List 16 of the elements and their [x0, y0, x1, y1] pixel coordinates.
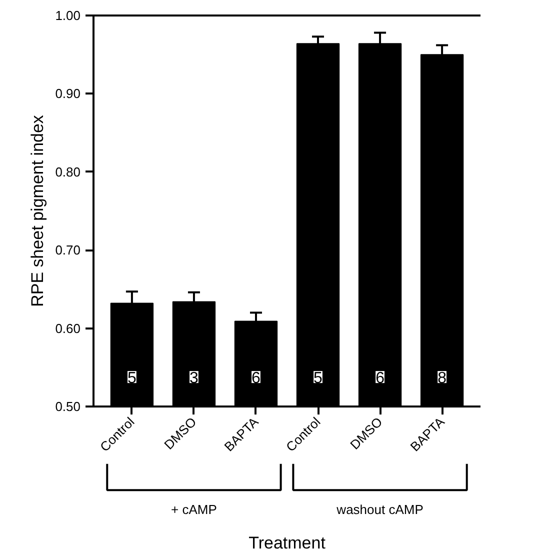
- y-axis-title: RPE sheet pigment index: [28, 114, 48, 307]
- annotation: 3: [190, 370, 199, 388]
- annotation: 5: [128, 370, 137, 388]
- y-tick-label: 1.00: [55, 8, 81, 23]
- annotation: 6: [376, 370, 385, 388]
- text: + cAMP: [171, 502, 217, 517]
- x-axis-title: Treatment: [248, 534, 326, 552]
- y-tick-label: 0.80: [55, 164, 81, 180]
- y-tick-label: 0.70: [55, 242, 81, 258]
- annotation: 6: [252, 370, 261, 388]
- y-tick-label: 0.50: [55, 399, 81, 414]
- y-tick-label: 0.90: [55, 86, 81, 102]
- annotation: 8: [438, 370, 447, 388]
- annotation: 5: [314, 370, 323, 388]
- y-tick-label: 0.60: [55, 320, 81, 336]
- text: washout cAMP: [336, 502, 424, 517]
